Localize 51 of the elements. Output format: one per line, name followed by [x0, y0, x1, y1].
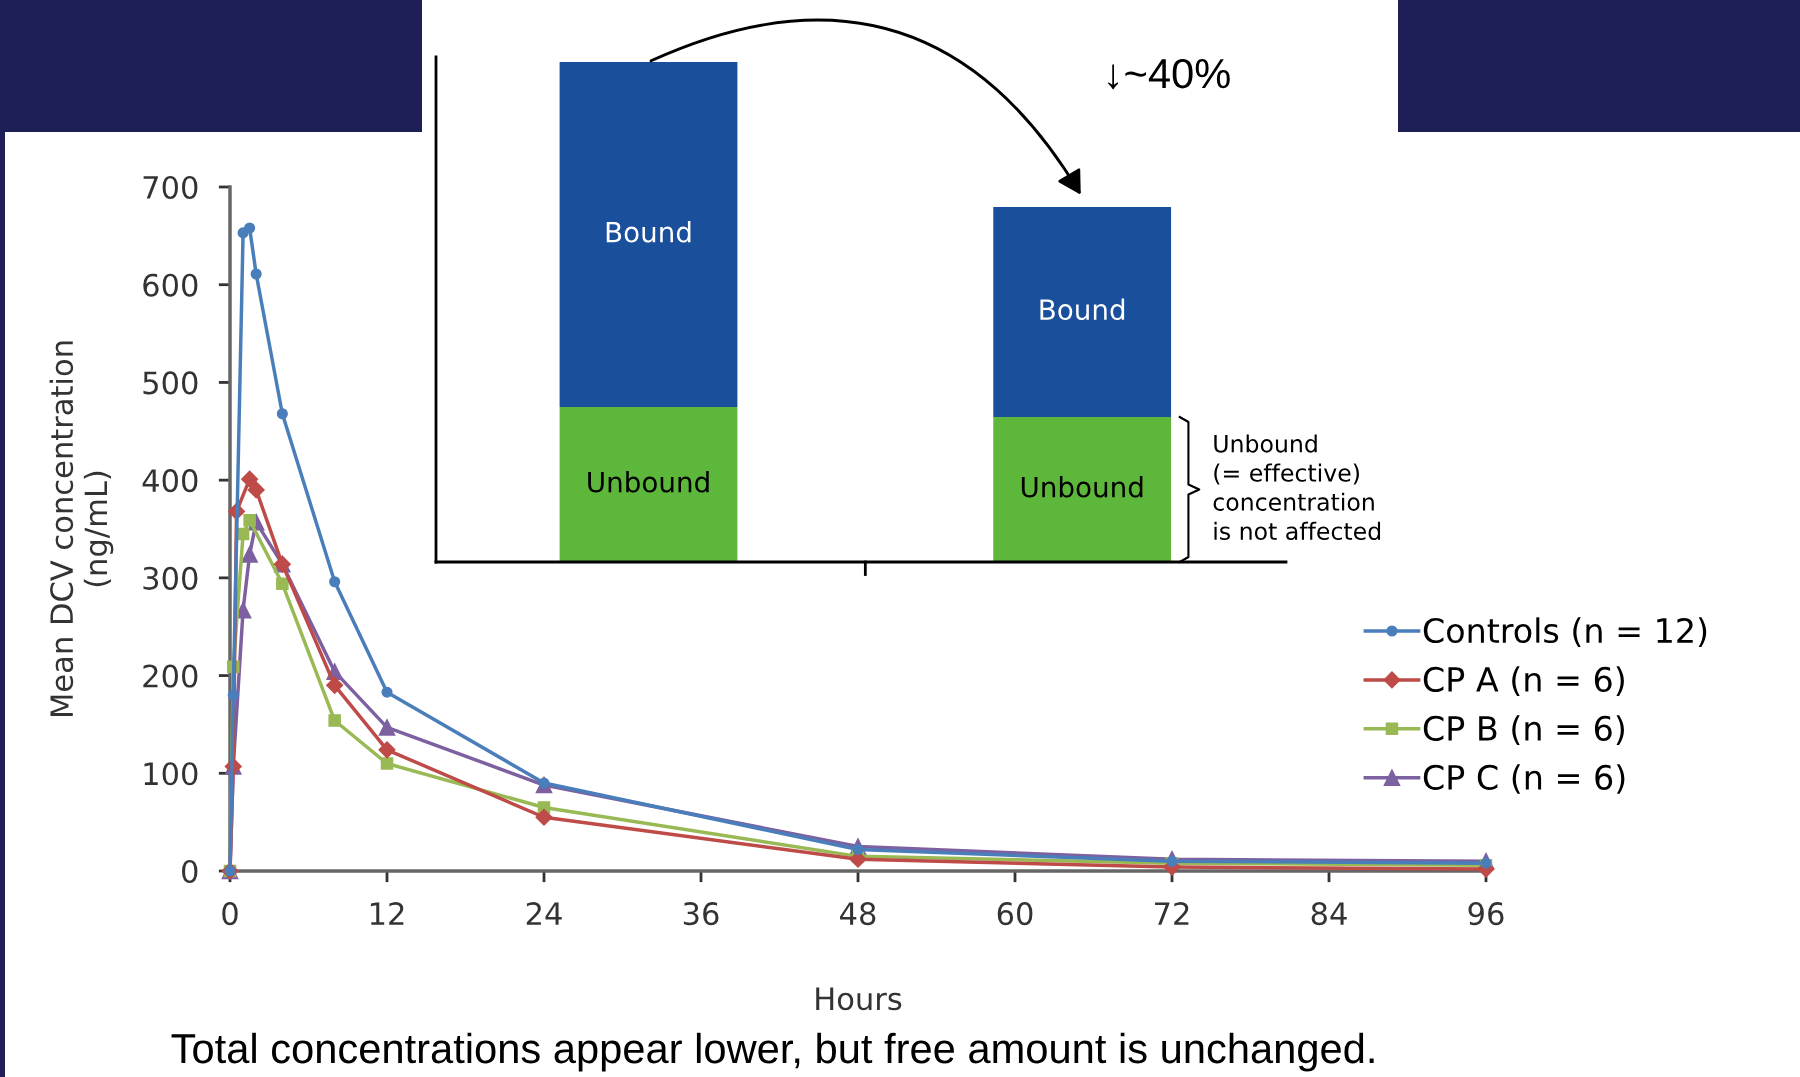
point	[247, 481, 265, 499]
bar	[993, 417, 1172, 562]
point	[380, 757, 394, 770]
y-tick-label: 200	[143, 664, 198, 688]
annotation: Unbound (= effective) concentration is not affected	[1213, 434, 1381, 541]
x-tick-label: 24	[526, 902, 562, 925]
bar	[559, 62, 738, 407]
series-label: Bound	[606, 221, 691, 243]
point	[227, 689, 239, 701]
point	[241, 546, 258, 563]
bar	[559, 407, 738, 562]
point	[276, 577, 289, 590]
point	[378, 741, 396, 759]
y-tick-label: 400	[142, 469, 198, 493]
x-tick-label: 84	[1311, 902, 1347, 926]
y-tick-label: 300	[143, 566, 198, 590]
series-label: Unbound	[588, 471, 709, 493]
legend-label: CP A (n = 6)	[1423, 666, 1624, 696]
point	[381, 686, 393, 698]
point	[276, 408, 288, 420]
text: Unbound	[1021, 476, 1143, 498]
point	[241, 470, 259, 488]
point	[250, 268, 262, 280]
x-axis-title: Hours	[816, 987, 902, 1011]
x-tick-label: 36	[683, 902, 719, 926]
text: Bound	[1040, 298, 1125, 321]
x-tick-label: 0	[222, 902, 238, 926]
point	[326, 676, 344, 694]
y-axis-title: Mean DCV concentration (ng/mL)	[49, 341, 114, 717]
y-tick-label: 600	[143, 273, 198, 297]
point	[535, 808, 553, 826]
y-tick-label: 100	[144, 762, 198, 786]
y-tick-label: 700	[143, 175, 198, 200]
text: Total concentrations appear lower, but free amount is unchanged.	[171, 1032, 1374, 1072]
legend-label: CP B (n = 6)	[1423, 715, 1624, 745]
x-tick-label: 72	[1155, 902, 1189, 925]
x-tick-label: 48	[840, 902, 876, 926]
y-tick-label: 500	[143, 371, 198, 395]
x-tick-label: 96	[1468, 902, 1504, 926]
x-tick-label: 12	[370, 902, 404, 925]
point	[244, 222, 256, 234]
point	[378, 719, 396, 736]
point	[328, 714, 341, 727]
legend-label: CP C (n = 6)	[1423, 764, 1625, 794]
annotation: ↓~40%	[1108, 58, 1230, 90]
bar	[993, 207, 1172, 417]
point	[243, 513, 256, 527]
point	[329, 576, 341, 588]
x-tick-label: 60	[997, 902, 1033, 926]
legend-label: Controls (n = 12)	[1423, 617, 1707, 648]
y-tick-label: 0	[182, 859, 198, 884]
